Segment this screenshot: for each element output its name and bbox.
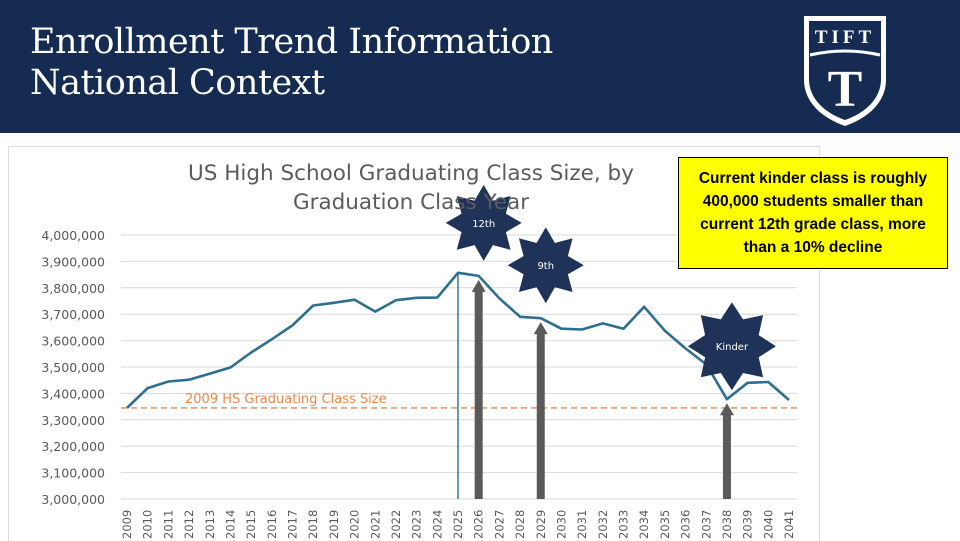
y-tick-label: 3,500,000	[41, 360, 105, 375]
annotation-badge	[445, 184, 522, 261]
annotation-arrow-shaft	[474, 289, 483, 499]
x-tick-label: 2011	[161, 510, 175, 539]
x-tick-label: 2022	[389, 510, 403, 539]
reference-line-group: 2009 HS Graduating Class Size	[121, 272, 797, 499]
x-tick-label: 2029	[534, 510, 548, 539]
x-tick-label: 2015	[244, 510, 258, 539]
annotation-label: 12th	[472, 219, 495, 230]
y-tick-label: 3,200,000	[41, 439, 105, 454]
x-tick-label: 2016	[265, 510, 279, 539]
x-tick-label: 2032	[596, 510, 610, 539]
x-tick-label: 2036	[679, 510, 693, 539]
x-tick-label: 2027	[492, 510, 506, 539]
chart-title-line-2: Graduation Class Year	[293, 190, 529, 215]
x-tick-label: 2013	[203, 510, 217, 539]
annotation-arrow-head	[471, 279, 486, 292]
x-tick-label: 2030	[554, 510, 568, 539]
x-tick-label: 2028	[513, 510, 527, 539]
y-tick-label: 3,800,000	[41, 281, 105, 296]
x-tick-label: 2033	[617, 510, 631, 539]
x-tick-label: 2037	[699, 510, 713, 539]
slide-title-line-2: National Context	[30, 63, 325, 103]
y-tick-label: 3,700,000	[41, 307, 105, 322]
x-tick-label: 2034	[637, 510, 651, 539]
callout-text: Current kinder class is roughly 400,000 …	[698, 170, 928, 256]
annotation-badge	[507, 227, 584, 304]
series-line	[126, 271, 790, 409]
x-tick-label: 2009	[120, 510, 134, 539]
x-tick-label: 2041	[782, 510, 796, 539]
gridlines	[121, 234, 797, 500]
annotation-arrow-head	[719, 403, 734, 416]
x-tick-label: 2040	[761, 510, 775, 539]
annotation-arrows	[471, 279, 734, 499]
slide-title-line-1: Enrollment Trend Information	[30, 22, 553, 62]
tift-shield-logo: TIFT T	[804, 16, 886, 126]
x-tick-label: 2020	[348, 510, 362, 539]
y-tick-label: 3,900,000	[41, 254, 105, 269]
y-tick-label: 3,400,000	[41, 386, 105, 401]
x-tick-label: 2017	[286, 510, 300, 539]
x-tick-label: 2019	[327, 510, 341, 539]
x-tick-label: 2018	[306, 510, 320, 539]
x-tick-label: 2024	[430, 510, 444, 539]
x-tick-label: 2038	[720, 510, 734, 539]
slide-title: Enrollment Trend Information National Co…	[30, 22, 553, 104]
x-tick-label: 2031	[575, 510, 589, 539]
y-tick-label: 3,300,000	[41, 413, 105, 428]
callout-box: Current kinder class is roughly 400,000 …	[678, 157, 948, 269]
annotation-arrow-head	[533, 322, 548, 335]
annotation-label: 9th	[537, 261, 554, 272]
logo-text: TIFT	[815, 27, 875, 48]
x-axis-ticks: 2009 2010 2011 2012 2013 2014 2015 2016 2017 2018…	[120, 510, 796, 539]
x-tick-label: 2014	[223, 510, 237, 539]
x-tick-label: 2026	[472, 510, 486, 539]
y-tick-label: 3,000,000	[41, 492, 105, 507]
x-tick-label: 2012	[182, 510, 196, 539]
x-tick-label: 2025	[451, 510, 465, 539]
y-tick-label: 3,100,000	[41, 466, 105, 481]
x-tick-label: 2010	[141, 510, 155, 539]
y-tick-label: 4,000,000	[41, 228, 105, 243]
chart-title-line-1: US High School Graduating Class Size, by	[188, 161, 634, 186]
x-tick-label: 2039	[741, 510, 755, 539]
slide-header: Enrollment Trend Information National Co…	[0, 0, 960, 133]
annotation-badge	[687, 302, 776, 391]
annotation-arrow-shaft	[722, 413, 731, 499]
x-tick-label: 2035	[658, 510, 672, 539]
annotation-label: Kinder	[716, 342, 749, 353]
reference-line-label: 2009 HS Graduating Class Size	[185, 392, 387, 407]
y-axis-ticks: 3,000,000 3,100,000 3,200,000 3,300,000 3,40…	[41, 228, 105, 507]
x-tick-label: 2021	[368, 510, 382, 539]
logo-monogram: T	[828, 61, 863, 118]
y-tick-label: 3,600,000	[41, 334, 105, 349]
annotation-arrow-shaft	[536, 332, 545, 499]
series-group	[126, 271, 790, 409]
x-tick-label: 2023	[410, 510, 424, 539]
annotation-badges: 12th 9th Kinder	[445, 184, 776, 391]
